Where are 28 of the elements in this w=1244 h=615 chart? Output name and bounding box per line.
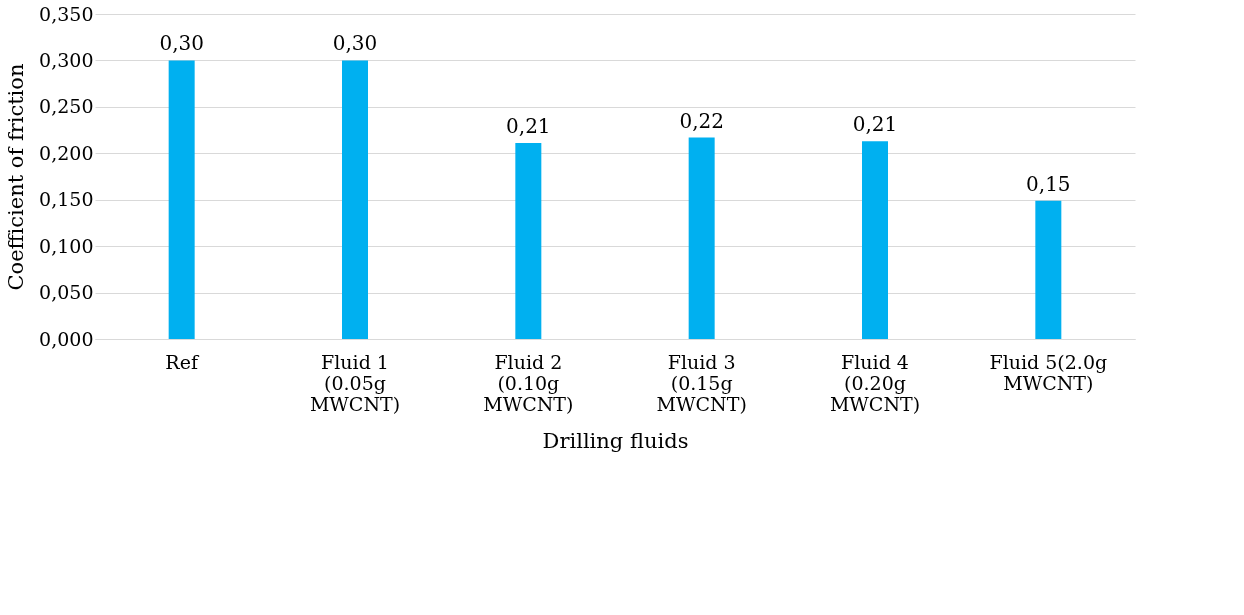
x-tick-label: Fluid 4 (0.20g MWCNT) [829,350,921,415]
data-label: 0,22 [679,108,724,133]
y-tick-label: 0,200 [39,141,94,164]
y-tick-label: 0,250 [39,95,94,118]
x-tick-label: Fluid 2 (0.10g MWCNT) [483,350,574,415]
data-label: 0,21 [506,114,551,139]
data-label: 0,30 [159,31,204,56]
data-label: 0,15 [1026,171,1071,196]
bar [1035,200,1062,339]
bar [515,143,542,339]
x-tick-label: Fluid 5(2.0g MWCNT) [989,350,1108,394]
y-tick-label: 0,050 [39,281,94,304]
x-axis-title: Drilling fluids [542,428,689,453]
bar [342,60,368,339]
y-tick-label: 0,300 [39,48,94,71]
x-tick-label: Fluid 1 (0.05g MWCNT) [309,350,401,415]
bar [862,141,888,339]
y-tick-label: 0,000 [39,327,94,350]
x-tick-label: Fluid 3 (0.15g MWCNT) [656,350,747,415]
bar [168,60,195,339]
x-tick-label: Ref [165,350,200,373]
bar [688,137,715,339]
y-tick-label: 0,100 [39,234,94,257]
data-label: 0,30 [332,31,378,56]
y-tick-label: 0,150 [39,188,94,211]
y-tick-label: 0,350 [39,2,94,25]
data-label: 0,21 [852,112,898,137]
y-axis-title: Coefficient of friction [4,63,29,291]
